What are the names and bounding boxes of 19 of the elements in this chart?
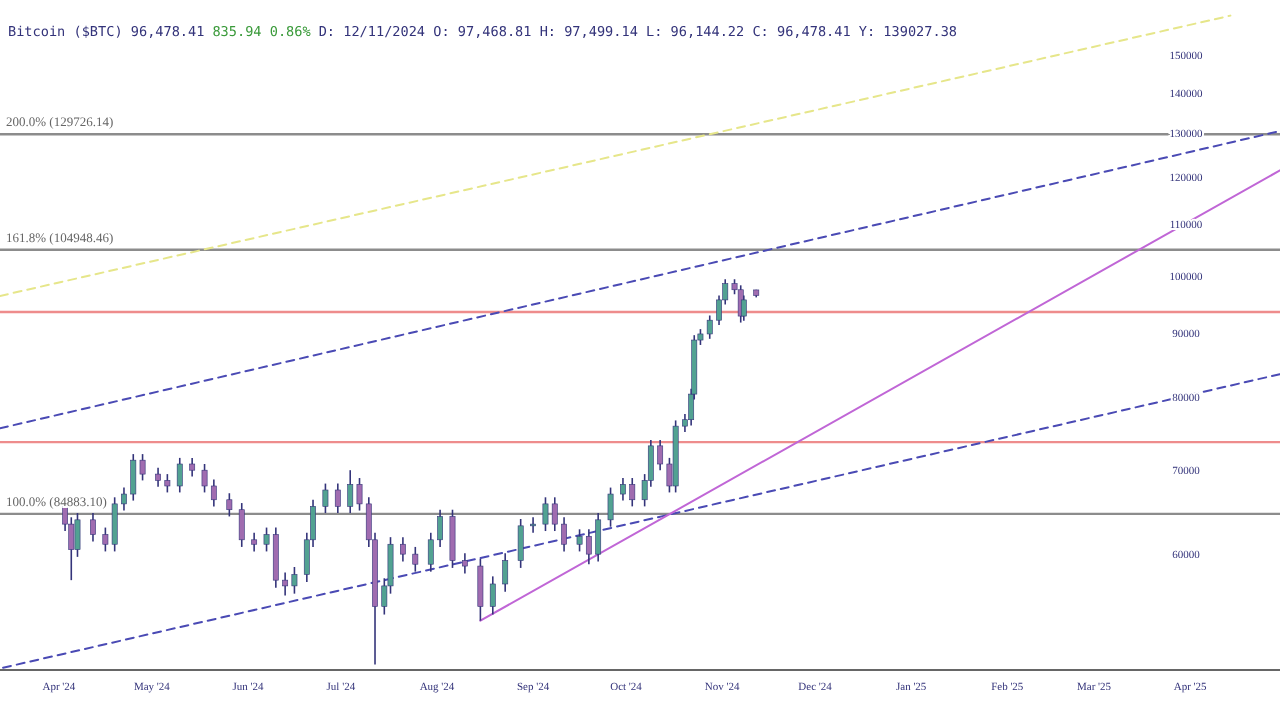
candlestick bbox=[412, 546, 419, 573]
candlestick bbox=[530, 516, 536, 534]
candlestick bbox=[226, 492, 233, 518]
candlestick bbox=[238, 502, 245, 548]
candlestick bbox=[189, 457, 196, 478]
candlestick bbox=[90, 512, 96, 543]
candlestick bbox=[489, 575, 496, 616]
candlestick bbox=[176, 457, 183, 494]
candlestick bbox=[517, 518, 524, 569]
candlestick bbox=[477, 557, 484, 622]
candlestick bbox=[322, 482, 329, 514]
candlestick bbox=[449, 508, 456, 569]
candlestick bbox=[461, 552, 468, 575]
candlestick bbox=[502, 552, 509, 593]
candlestick bbox=[400, 536, 406, 563]
candlestick bbox=[334, 482, 341, 514]
candlestick bbox=[251, 531, 258, 553]
candlestick bbox=[607, 486, 614, 528]
candlestick bbox=[68, 516, 75, 581]
